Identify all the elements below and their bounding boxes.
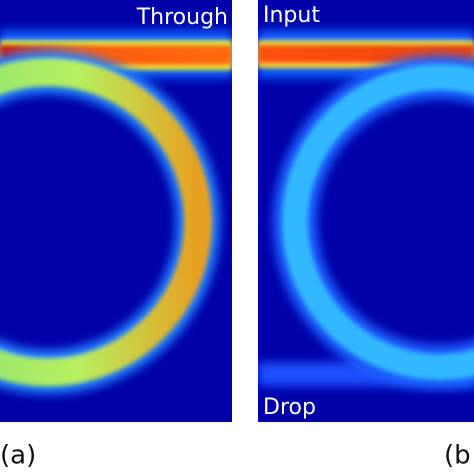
port-label: Through bbox=[136, 5, 228, 30]
panel-caption: (a) bbox=[0, 441, 36, 471]
port-label: Input bbox=[263, 3, 320, 28]
ring-resonator bbox=[282, 64, 474, 380]
port-label: Drop bbox=[263, 395, 316, 420]
panel-b: Input Drop bbox=[258, 0, 474, 422]
panel-a: Through bbox=[0, 0, 232, 422]
ring-resonator bbox=[0, 58, 212, 386]
panel-caption: (b bbox=[444, 441, 471, 471]
